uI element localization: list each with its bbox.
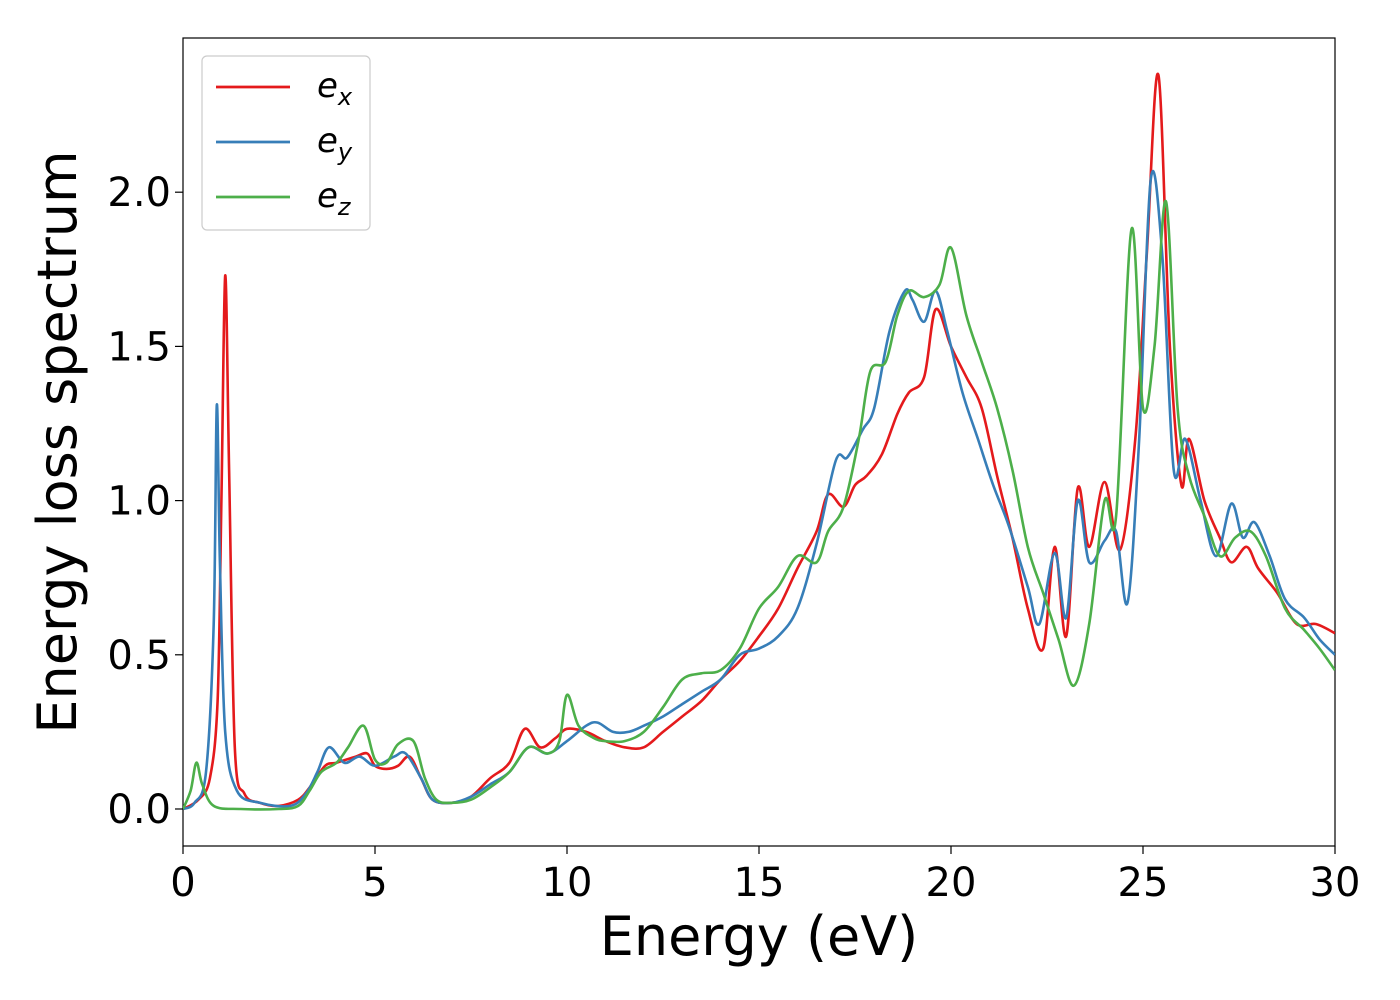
series-line-z [183, 200, 1335, 811]
legend-label-x: ex [317, 66, 353, 111]
legend-label-y: ey [317, 121, 353, 166]
y-tick-label: 0.0 [107, 787, 171, 833]
x-axis-title: Energy (eV) [600, 905, 919, 968]
y-tick-label: 1.0 [107, 479, 171, 525]
x-tick-label: 10 [542, 860, 593, 906]
series-layer [183, 72, 1335, 811]
y-tick-label: 1.5 [107, 324, 171, 370]
legend: ex ey ez [201, 55, 371, 231]
x-tick-label: 0 [170, 860, 195, 906]
series-line-y [183, 169, 1335, 811]
y-axis-title: Energy loss spectrum [26, 150, 89, 733]
x-tick-label: 25 [1118, 860, 1169, 906]
legend-items: ex ey ez [216, 66, 353, 221]
x-tick-label: 5 [362, 860, 387, 906]
x-tick-label: 30 [1310, 860, 1361, 906]
x-tick-label: 20 [926, 860, 977, 906]
y-tick-label: 2.0 [107, 170, 171, 216]
x-tick-label: 15 [734, 860, 785, 906]
y-tick-label: 0.5 [107, 633, 171, 679]
legend-label-z: ez [317, 176, 352, 221]
y-axis-ticks: 0.0 0.5 1.0 1.5 2.0 [107, 170, 183, 833]
x-axis-ticks: 0 5 10 15 20 25 30 [170, 846, 1360, 906]
